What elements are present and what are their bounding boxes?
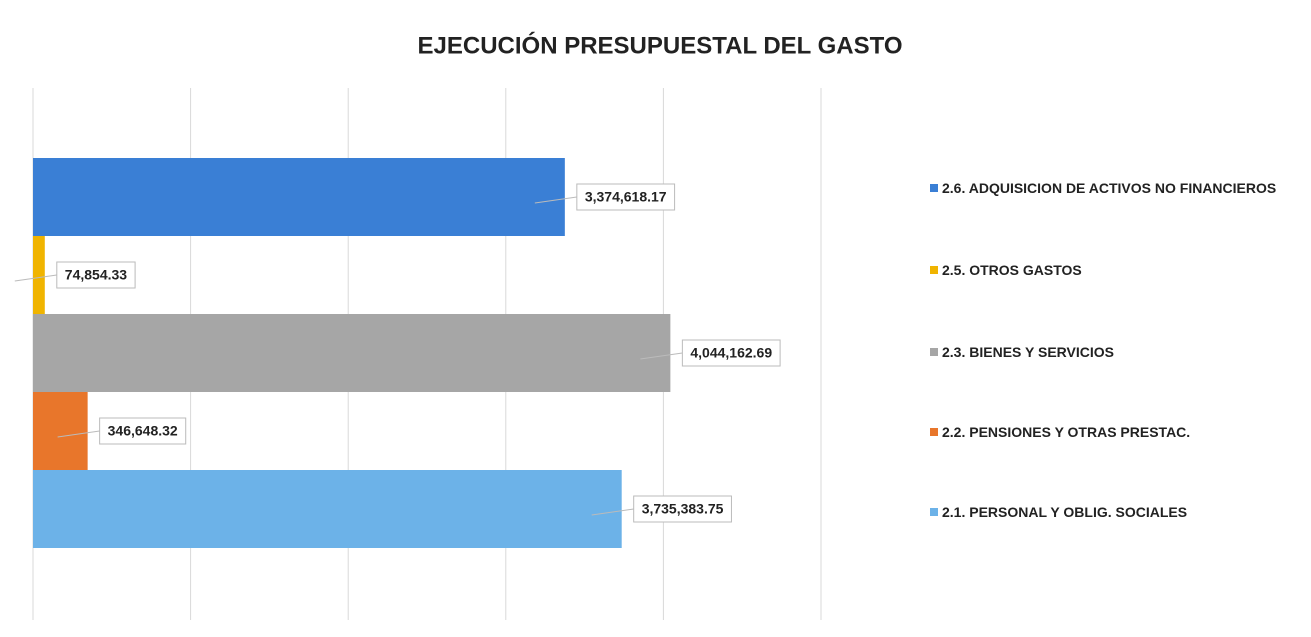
bar bbox=[33, 236, 45, 314]
legend-item: 2.6. ADQUISICION DE ACTIVOS NO FINANCIER… bbox=[930, 178, 1282, 198]
bar bbox=[33, 314, 671, 392]
data-label: 4,044,162.69 bbox=[690, 345, 772, 361]
data-label: 3,374,618.17 bbox=[585, 189, 667, 205]
legend-item: 2.3. BIENES Y SERVICIOS bbox=[930, 342, 1282, 362]
leader-line bbox=[57, 430, 100, 438]
legend-label: 2.2. PENSIONES Y OTRAS PRESTAC. bbox=[942, 424, 1191, 440]
bar bbox=[33, 470, 622, 548]
data-label-box bbox=[576, 183, 676, 211]
data-label: 74,854.33 bbox=[65, 267, 127, 283]
data-label: 346,648.32 bbox=[108, 423, 178, 439]
legend-item: 2.5. OTROS GASTOS bbox=[930, 260, 1282, 280]
data-label: 3,735,383.75 bbox=[642, 501, 724, 517]
legend-label: 2.3. BIENES Y SERVICIOS bbox=[942, 344, 1114, 360]
data-label-box bbox=[99, 417, 187, 445]
leader-line bbox=[640, 352, 683, 360]
leader-line bbox=[591, 508, 634, 516]
legend-item: 2.1. PERSONAL Y OBLIG. SOCIALES bbox=[930, 502, 1282, 522]
chart-title: EJECUCIÓN PRESUPUESTAL DEL GASTO bbox=[418, 31, 903, 59]
bar bbox=[33, 392, 88, 470]
bar bbox=[33, 158, 565, 236]
data-label-box bbox=[56, 261, 136, 289]
legend-swatch bbox=[930, 348, 938, 356]
legend-swatch bbox=[930, 428, 938, 436]
leader-line bbox=[14, 274, 57, 282]
data-label-box bbox=[633, 495, 732, 523]
data-label-box bbox=[681, 339, 781, 367]
leader-line bbox=[534, 196, 577, 204]
legend-swatch bbox=[930, 508, 938, 516]
legend-label: 2.5. OTROS GASTOS bbox=[942, 262, 1082, 278]
legend-label: 2.6. ADQUISICION DE ACTIVOS NO FINANCIER… bbox=[942, 180, 1277, 196]
legend-label: 2.1. PERSONAL Y OBLIG. SOCIALES bbox=[942, 504, 1188, 520]
legend-swatch bbox=[930, 184, 938, 192]
legend-swatch bbox=[930, 266, 938, 274]
legend-item: 2.2. PENSIONES Y OTRAS PRESTAC. bbox=[930, 422, 1282, 442]
